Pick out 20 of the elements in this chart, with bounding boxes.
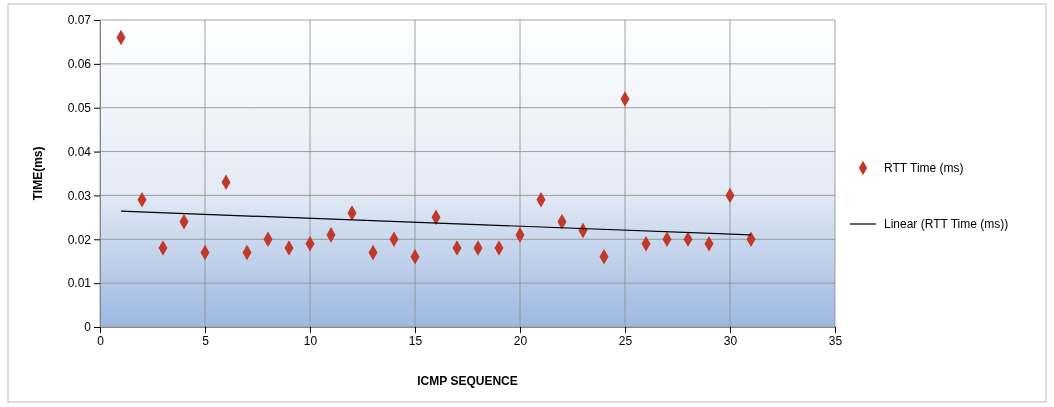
y-tick-label: 0.03 [67, 188, 92, 203]
y-tick-label: 0.01 [67, 276, 92, 291]
y-tick-label: 0.02 [67, 232, 92, 247]
x-tick-label: 15 [408, 333, 423, 348]
y-tick-label: 0.04 [67, 144, 92, 159]
x-tick-label: 0 [97, 333, 105, 348]
x-tick-label: 10 [303, 333, 318, 348]
y-tick-label: 0.06 [67, 57, 92, 72]
legend-label: RTT Time (ms) [884, 161, 964, 175]
x-tick-label: 5 [202, 333, 210, 348]
x-tick-label: 25 [618, 333, 633, 348]
y-tick-label: 0.05 [67, 101, 92, 116]
x-tick-label: 35 [828, 333, 843, 348]
y-axis-title: TIME(ms) [31, 146, 45, 201]
x-axis-title: ICMP SEQUENCE [417, 374, 518, 388]
y-tick-label: 0.07 [67, 13, 92, 28]
x-tick-label: 30 [723, 333, 738, 348]
y-tick-label: 0 [84, 320, 92, 335]
x-tick-label: 20 [513, 333, 528, 348]
legend-label: Linear (RTT Time (ms)) [884, 217, 1009, 231]
